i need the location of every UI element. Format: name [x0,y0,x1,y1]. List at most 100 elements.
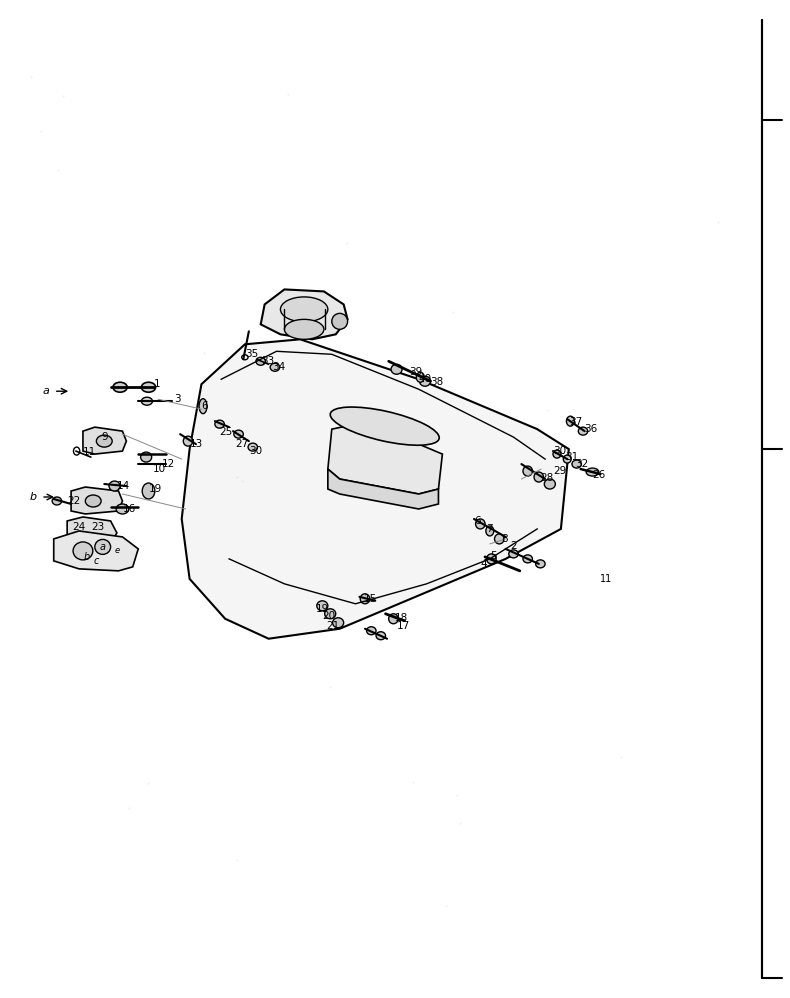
Ellipse shape [96,435,112,447]
Text: 33: 33 [261,356,274,366]
Ellipse shape [116,504,129,514]
Ellipse shape [486,526,494,536]
Text: 8: 8 [501,534,507,544]
Ellipse shape [523,466,532,476]
Text: 11: 11 [83,447,96,457]
Text: 13: 13 [190,439,203,449]
Ellipse shape [416,372,424,382]
Text: 31: 31 [565,452,578,462]
Text: 27: 27 [235,439,249,449]
Ellipse shape [317,601,328,611]
Text: 17: 17 [397,621,410,631]
Ellipse shape [391,364,402,374]
Ellipse shape [141,382,156,392]
Text: 32: 32 [575,459,589,469]
Ellipse shape [566,416,574,426]
Ellipse shape [85,495,101,507]
Polygon shape [261,289,348,339]
Text: 12: 12 [162,459,175,469]
Text: e: e [115,546,119,556]
Ellipse shape [495,534,504,544]
Ellipse shape [284,319,324,339]
Ellipse shape [389,614,398,624]
Text: 40: 40 [419,374,432,384]
Text: 36: 36 [585,424,598,434]
Polygon shape [67,517,117,547]
Text: 39: 39 [409,367,423,377]
Text: 9: 9 [101,432,107,442]
Polygon shape [54,531,138,571]
Text: 4: 4 [480,559,487,569]
Ellipse shape [536,560,545,568]
Text: 14: 14 [117,481,130,491]
Text: 3: 3 [174,394,180,404]
Text: b: b [30,492,37,502]
Ellipse shape [109,481,120,491]
Text: 2: 2 [510,541,517,551]
Ellipse shape [256,357,265,365]
Text: 18: 18 [395,613,408,623]
Text: 10: 10 [152,464,166,474]
Ellipse shape [52,497,62,505]
Ellipse shape [248,443,258,451]
Ellipse shape [113,382,127,392]
Text: 34: 34 [273,362,286,372]
Text: 5: 5 [490,551,496,561]
Ellipse shape [376,632,386,640]
Ellipse shape [332,313,348,329]
Text: 19: 19 [316,604,329,614]
Polygon shape [71,487,122,514]
Text: 11: 11 [600,574,613,584]
Text: 21: 21 [326,621,340,631]
Text: 7: 7 [486,524,492,534]
Text: 6: 6 [474,516,480,526]
Ellipse shape [325,609,336,619]
Ellipse shape [234,430,243,438]
Polygon shape [182,339,569,639]
Ellipse shape [142,483,155,499]
Text: c: c [94,556,99,566]
Text: 6: 6 [201,401,208,411]
Text: 37: 37 [569,417,582,427]
Text: 15: 15 [363,594,377,604]
Ellipse shape [141,397,152,405]
Text: 1: 1 [154,379,160,389]
Ellipse shape [534,472,544,482]
Text: 22: 22 [67,496,81,506]
Polygon shape [328,424,442,494]
Text: b: b [84,552,90,562]
Ellipse shape [523,555,532,563]
Ellipse shape [270,363,280,371]
Ellipse shape [360,594,370,604]
Polygon shape [328,469,438,509]
Text: 25: 25 [220,427,233,437]
Ellipse shape [572,460,581,468]
Ellipse shape [215,420,224,428]
Text: a: a [100,542,106,552]
Text: 35: 35 [245,349,258,359]
Text: 26: 26 [592,470,606,480]
Text: 24: 24 [73,522,86,532]
Text: 20: 20 [322,611,336,621]
Text: 23: 23 [91,522,104,532]
Ellipse shape [333,618,344,628]
Ellipse shape [553,450,561,458]
Text: 16: 16 [122,504,136,514]
Ellipse shape [280,297,328,322]
Ellipse shape [476,519,485,529]
Text: 28: 28 [540,473,554,483]
Text: 30: 30 [249,446,262,456]
Ellipse shape [563,455,571,463]
Ellipse shape [578,427,588,435]
Ellipse shape [330,407,439,445]
Text: a: a [43,386,50,396]
Ellipse shape [487,554,496,564]
Ellipse shape [509,550,518,558]
Ellipse shape [141,452,152,462]
Polygon shape [83,427,126,454]
Ellipse shape [544,479,555,489]
Ellipse shape [95,539,111,555]
Text: 29: 29 [553,466,566,476]
Ellipse shape [419,376,431,386]
Ellipse shape [183,436,193,446]
